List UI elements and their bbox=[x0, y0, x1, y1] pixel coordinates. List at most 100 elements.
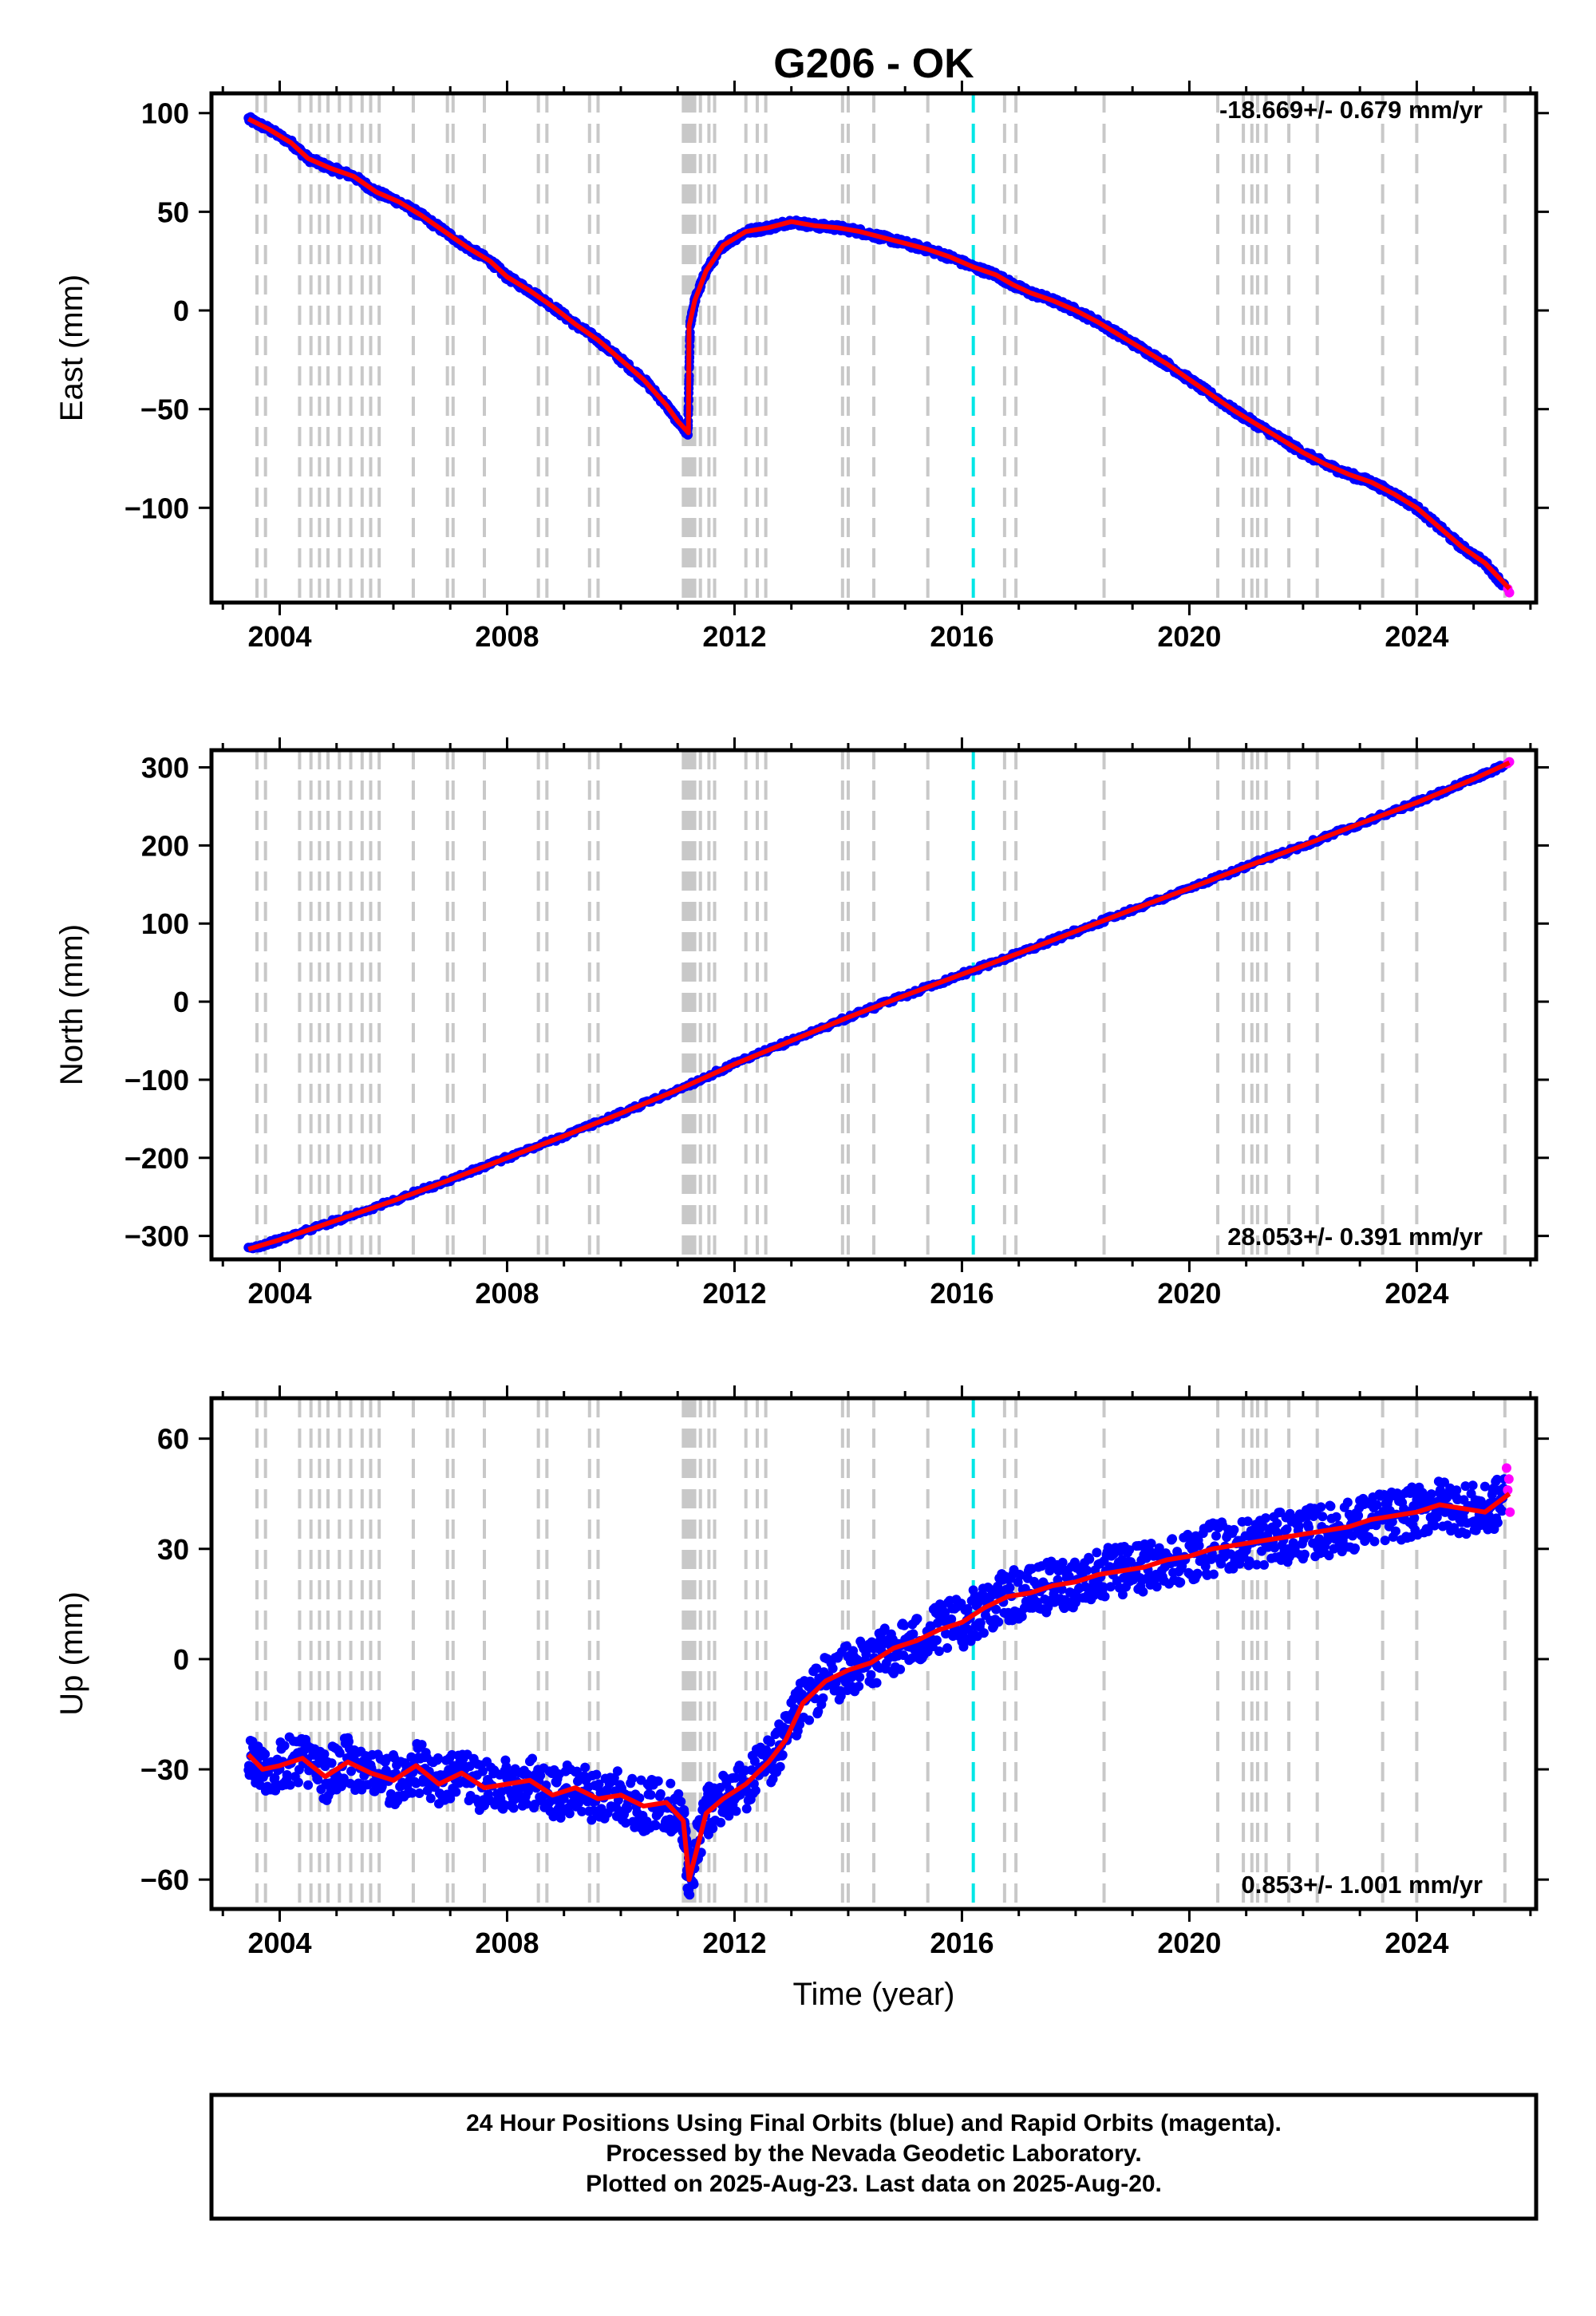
x-tick-label: 2024 bbox=[1385, 1277, 1448, 1310]
data-point bbox=[1492, 1474, 1503, 1484]
data-point bbox=[414, 1788, 425, 1799]
data-point bbox=[1146, 1538, 1156, 1548]
y-tick-label: −200 bbox=[124, 1142, 189, 1175]
data-point bbox=[282, 1772, 293, 1782]
data-point bbox=[1057, 1557, 1068, 1567]
caption-line-1: 24 Hour Positions Using Final Orbits (bl… bbox=[466, 2110, 1282, 2136]
x-tick-label: 2020 bbox=[1157, 1277, 1221, 1310]
y-axis-label: North (mm) bbox=[54, 924, 89, 1085]
data-point bbox=[1272, 1518, 1282, 1528]
data-point bbox=[1152, 1582, 1162, 1592]
data-point bbox=[716, 1817, 726, 1828]
caption-line-3: Plotted on 2025-Aug-23. Last data on 202… bbox=[586, 2171, 1162, 2197]
data-point bbox=[1259, 1559, 1270, 1570]
data-point bbox=[1380, 1535, 1390, 1546]
data-point bbox=[978, 1628, 989, 1638]
data-point bbox=[346, 1766, 357, 1777]
data-point bbox=[1244, 1556, 1254, 1567]
data-point bbox=[1167, 1534, 1178, 1544]
data-point bbox=[1316, 1502, 1326, 1512]
data-point bbox=[1460, 1481, 1471, 1492]
rate-annotation: 0.853+/- 1.001 mm/yr bbox=[1242, 1871, 1483, 1899]
data-point bbox=[417, 1740, 427, 1750]
data-point bbox=[451, 1787, 461, 1797]
y-tick-label: −100 bbox=[124, 1064, 189, 1097]
rapid-orbit-series bbox=[1501, 1463, 1515, 1517]
data-point bbox=[795, 1719, 805, 1729]
data-point bbox=[1211, 1531, 1221, 1541]
y-tick-label: 60 bbox=[157, 1423, 189, 1456]
data-point bbox=[1229, 1524, 1239, 1535]
data-point bbox=[1194, 1540, 1204, 1551]
data-point bbox=[1479, 1481, 1490, 1492]
data-point bbox=[1342, 1497, 1353, 1508]
data-point bbox=[1082, 1565, 1092, 1575]
data-point bbox=[818, 1693, 828, 1703]
data-point bbox=[326, 1758, 337, 1769]
data-point bbox=[879, 1623, 890, 1634]
y-axis-label: Up (mm) bbox=[54, 1591, 89, 1716]
rate-annotation: -18.669+/- 0.679 mm/yr bbox=[1219, 96, 1483, 124]
data-point bbox=[934, 1646, 944, 1657]
data-point bbox=[285, 1780, 295, 1790]
x-tick-label: 2008 bbox=[475, 620, 539, 653]
y-tick-label: 100 bbox=[141, 97, 189, 130]
data-point bbox=[653, 1776, 663, 1786]
data-point bbox=[1423, 1526, 1433, 1536]
data-point bbox=[895, 1664, 906, 1674]
data-point bbox=[1172, 1547, 1183, 1557]
x-tick-label: 2008 bbox=[475, 1927, 539, 1959]
data-point bbox=[627, 1773, 638, 1784]
data-point bbox=[580, 1762, 591, 1773]
data-point bbox=[621, 1818, 631, 1828]
data-point bbox=[433, 1753, 443, 1763]
data-point bbox=[646, 1789, 656, 1800]
model-line bbox=[247, 1492, 1511, 1883]
data-point bbox=[1098, 1582, 1108, 1592]
data-point bbox=[612, 1766, 622, 1777]
data-point bbox=[655, 1788, 666, 1799]
caption-box: 24 Hour Positions Using Final Orbits (bl… bbox=[209, 2093, 1539, 2221]
data-point bbox=[689, 1879, 699, 1889]
data-point bbox=[1261, 1513, 1271, 1524]
data-point bbox=[1468, 1480, 1478, 1491]
data-point bbox=[685, 1890, 695, 1900]
caption-line-2: Processed by the Nevada Geodetic Laborat… bbox=[606, 2140, 1141, 2167]
data-point bbox=[994, 1617, 1004, 1627]
data-point bbox=[666, 1778, 676, 1788]
data-point bbox=[313, 1774, 323, 1784]
data-point bbox=[940, 1608, 950, 1618]
data-point bbox=[425, 1793, 436, 1804]
data-point bbox=[1005, 1583, 1015, 1593]
x-tick-label: 2024 bbox=[1385, 1927, 1448, 1959]
y-tick-label: 0 bbox=[173, 986, 189, 1018]
data-point bbox=[527, 1753, 538, 1764]
data-point bbox=[836, 1691, 846, 1701]
data-point bbox=[1192, 1568, 1203, 1579]
data-point bbox=[1251, 1559, 1262, 1570]
data-point bbox=[1175, 1577, 1186, 1587]
final-orbit-series bbox=[243, 112, 1509, 591]
x-tick-label: 2012 bbox=[702, 1277, 766, 1310]
data-point bbox=[854, 1682, 864, 1692]
data-point bbox=[908, 1629, 918, 1639]
data-point bbox=[279, 1741, 290, 1751]
data-point bbox=[750, 1785, 760, 1796]
data-point bbox=[866, 1670, 876, 1680]
model-line bbox=[247, 117, 1511, 591]
data-point bbox=[1015, 1570, 1025, 1580]
data-point bbox=[385, 1788, 396, 1799]
data-point bbox=[1317, 1512, 1328, 1522]
plot-area bbox=[243, 750, 1515, 1259]
data-point bbox=[1452, 1485, 1462, 1496]
data-point bbox=[1353, 1511, 1364, 1521]
data-point bbox=[535, 1770, 546, 1780]
data-point bbox=[1117, 1590, 1128, 1600]
data-point bbox=[1390, 1526, 1400, 1536]
x-tick-label: 2016 bbox=[930, 620, 994, 653]
data-point bbox=[1439, 1477, 1449, 1488]
data-point bbox=[1299, 1549, 1310, 1559]
data-point bbox=[445, 1793, 456, 1804]
y-axis-label: East (mm) bbox=[54, 275, 89, 421]
